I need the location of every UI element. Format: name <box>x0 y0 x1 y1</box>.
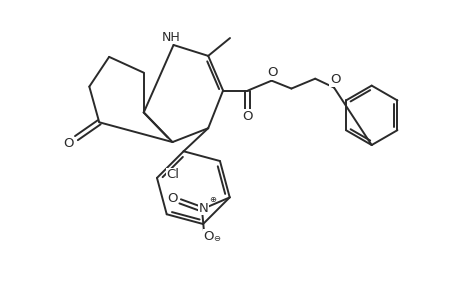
Text: N: N <box>199 202 208 215</box>
Text: O: O <box>167 192 177 205</box>
Text: O: O <box>203 230 214 242</box>
Text: NH: NH <box>162 31 180 44</box>
Text: O: O <box>329 73 340 86</box>
Text: O: O <box>242 110 252 123</box>
Text: ⊕: ⊕ <box>208 195 215 204</box>
Text: Cl: Cl <box>166 168 179 182</box>
Text: ⊖: ⊖ <box>213 234 219 243</box>
Text: O: O <box>63 136 73 150</box>
Text: O: O <box>267 66 277 79</box>
